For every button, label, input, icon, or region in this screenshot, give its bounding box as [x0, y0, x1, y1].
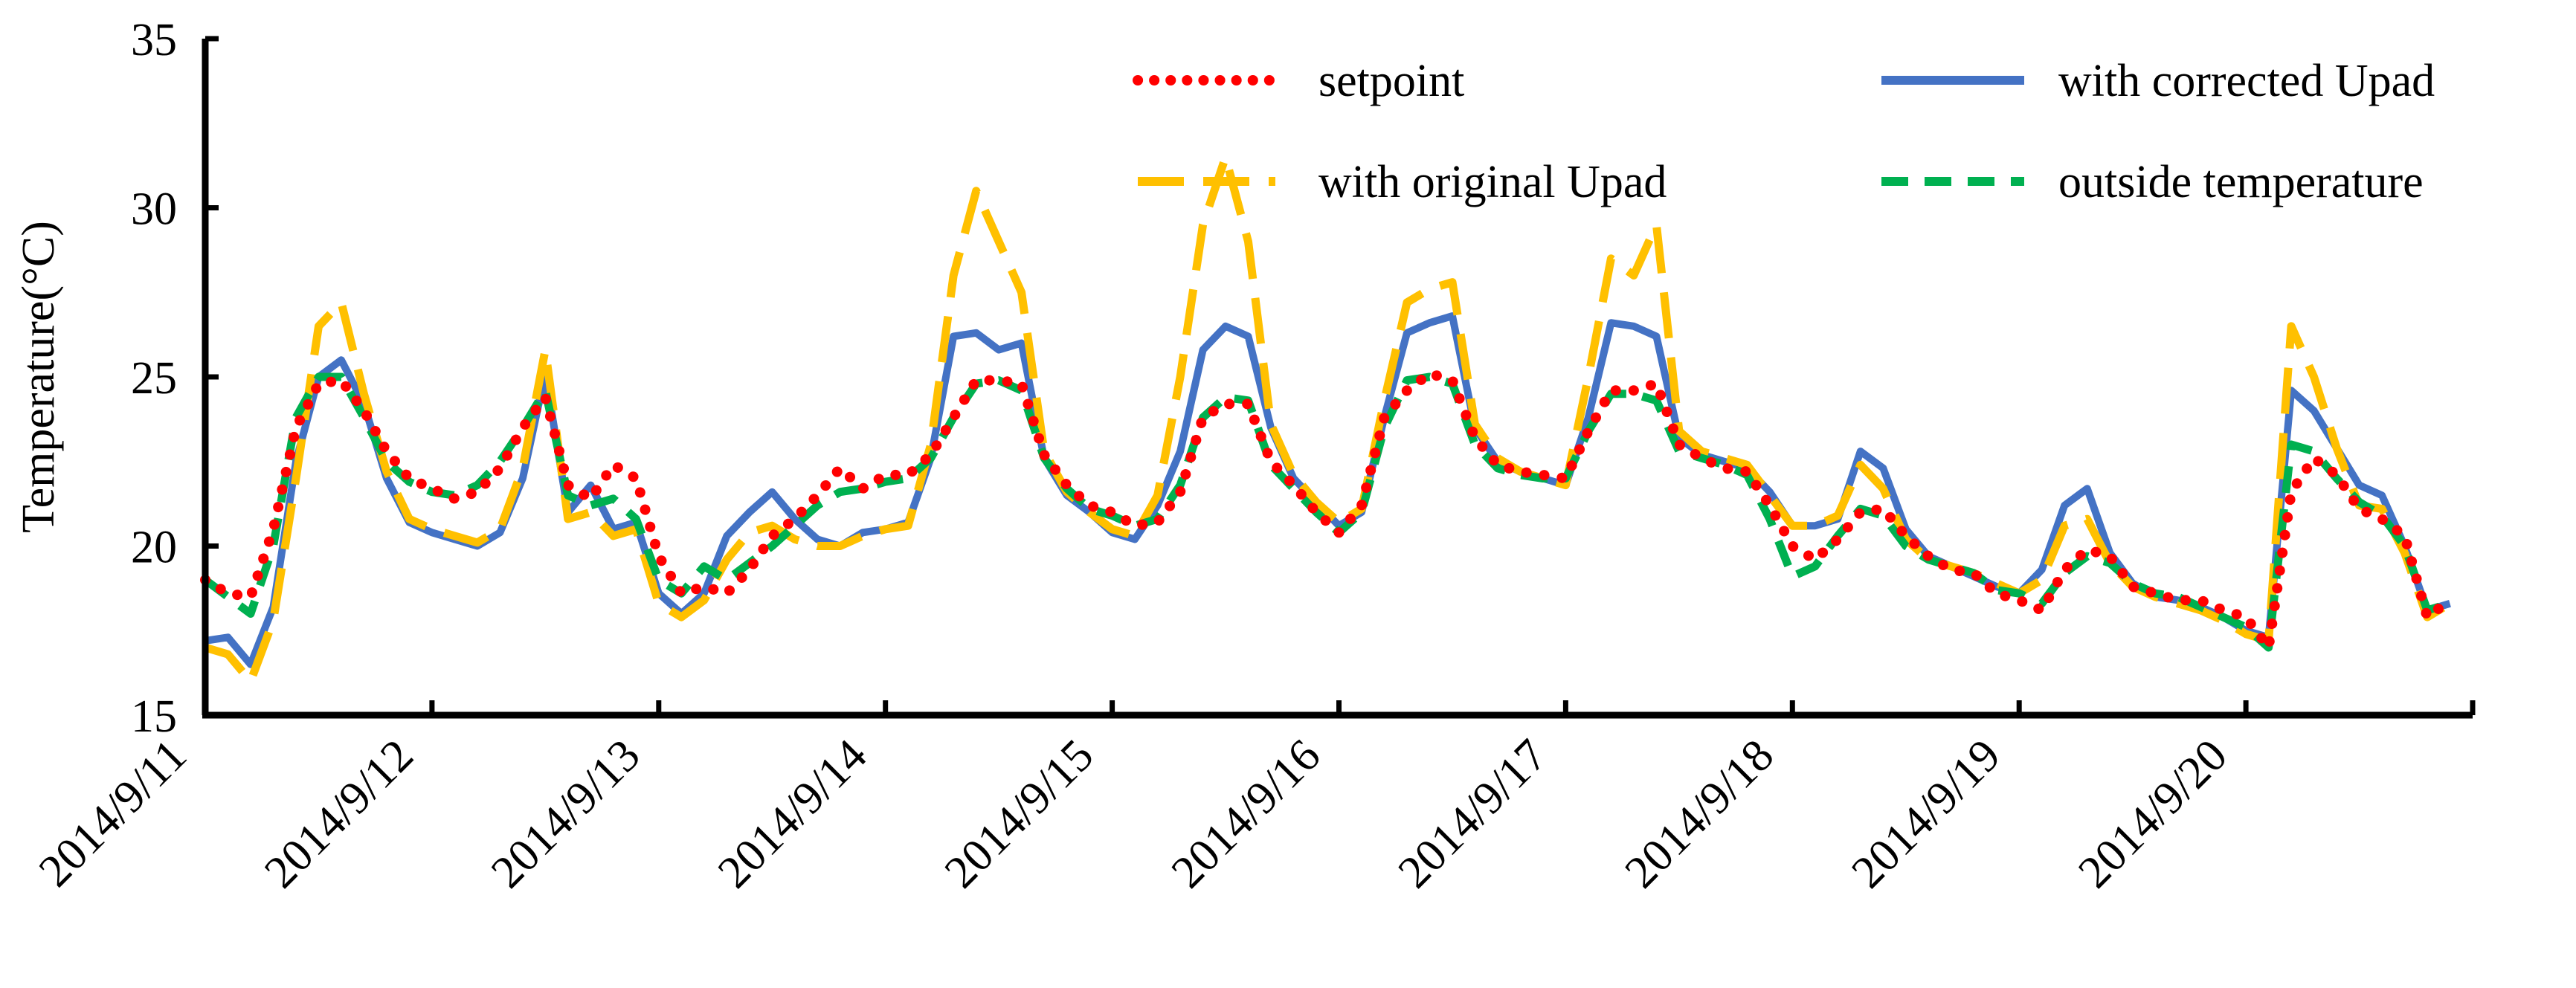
x-tick-label: 2014/9/18 [1615, 730, 1783, 898]
x-tick-label: 2014/9/12 [255, 730, 423, 898]
y-tick-label: 30 [131, 184, 177, 235]
x-tick-label: 2014/9/17 [1388, 730, 1556, 898]
series-setpoint [200, 368, 2456, 653]
series-outside-temperature [202, 372, 2452, 652]
x-tick-label: 2014/9/13 [482, 730, 650, 898]
x-ticks: 2014/9/11 2014/9/12 2014/9/13 2014/9/14 2014… [30, 700, 2476, 898]
legend-label-original: with original Upad [1318, 157, 1667, 207]
y-tick-label: 15 [131, 691, 177, 742]
legend: setpoint with corrected Upad with origin… [1133, 56, 2435, 207]
y-tick-label: 35 [131, 15, 177, 65]
x-tick-label: 2014/9/20 [2069, 730, 2237, 898]
y-ticks: 15 20 25 30 35 [131, 15, 219, 742]
x-tick-label: 2014/9/16 [1162, 730, 1330, 898]
series-original-upad [204, 152, 2453, 685]
series-layer [200, 152, 2456, 685]
y-tick-label: 25 [131, 353, 177, 404]
y-axis-title: Temperature(°C) [13, 221, 64, 533]
x-tick-label: 2014/9/19 [1842, 730, 2010, 898]
x-tick-label: 2014/9/15 [936, 730, 1104, 898]
legend-label-outside: outside temperature [2058, 157, 2424, 207]
x-tick-label: 2014/9/14 [709, 730, 877, 898]
legend-label-setpoint: setpoint [1318, 56, 1464, 106]
x-tick-label: 2014/9/11 [30, 730, 196, 897]
y-tick-label: 20 [131, 523, 177, 573]
legend-label-corrected: with corrected Upad [2058, 56, 2435, 106]
